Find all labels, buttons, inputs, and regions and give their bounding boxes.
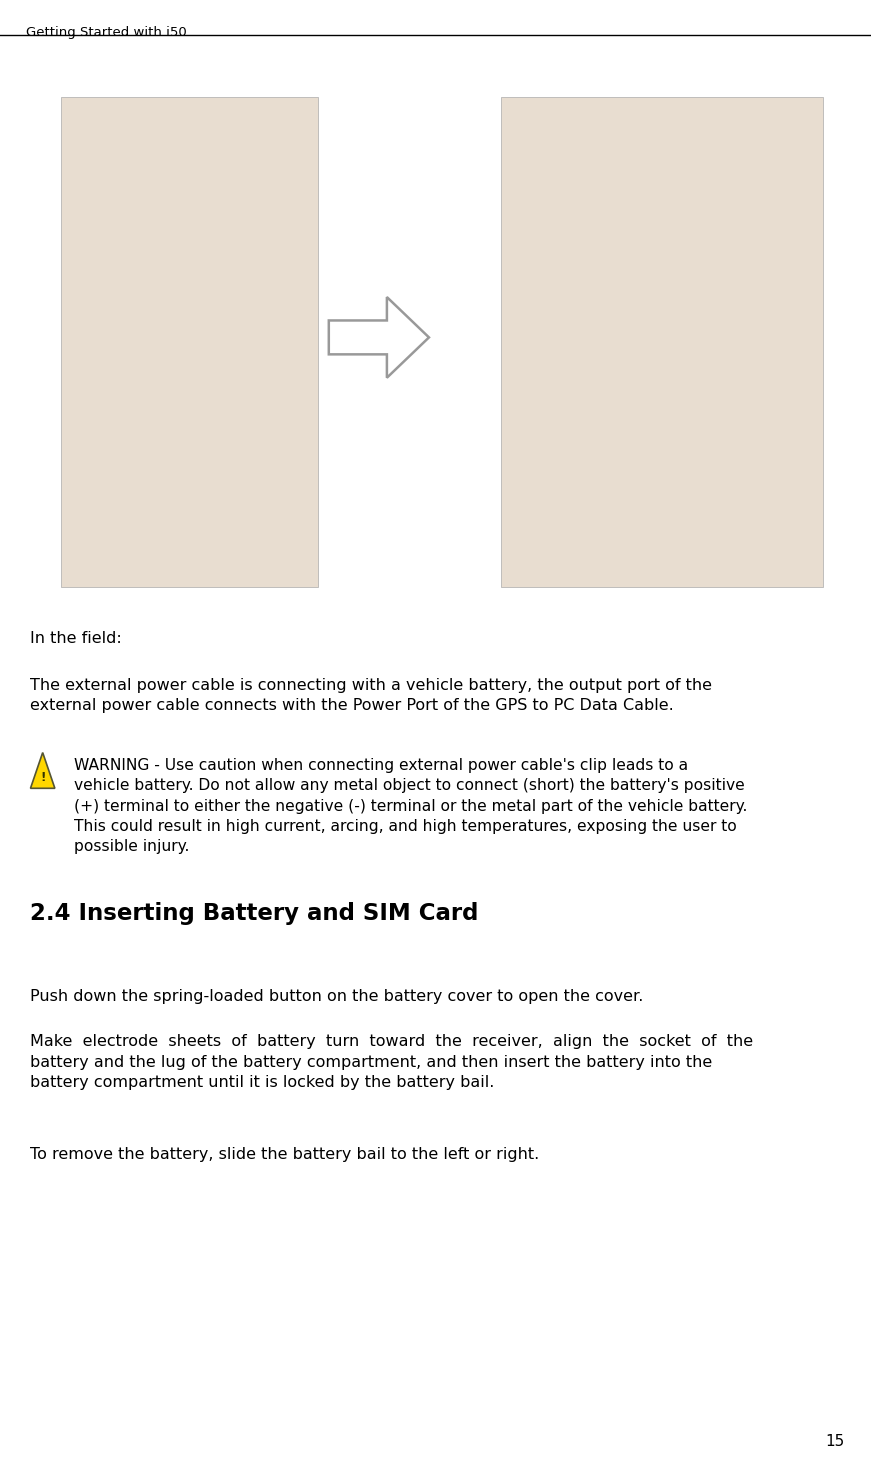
Text: !: ! — [40, 770, 45, 783]
Bar — [61, 97, 318, 587]
Text: Make  electrode  sheets  of  battery  turn  toward  the  receiver,  align  the  : Make electrode sheets of battery turn to… — [30, 1034, 753, 1090]
Text: In the field:: In the field: — [30, 631, 122, 645]
Text: 15: 15 — [826, 1435, 845, 1449]
Text: Getting Started with i50: Getting Started with i50 — [26, 26, 187, 40]
Text: Push down the spring-loaded button on the battery cover to open the cover.: Push down the spring-loaded button on th… — [30, 989, 644, 1003]
Text: 2.4 Inserting Battery and SIM Card: 2.4 Inserting Battery and SIM Card — [30, 902, 479, 926]
Text: To remove the battery, slide the battery bail to the left or right.: To remove the battery, slide the battery… — [30, 1147, 540, 1162]
Bar — [501, 97, 823, 587]
Polygon shape — [30, 753, 55, 788]
Polygon shape — [329, 296, 429, 377]
Text: WARNING - Use caution when connecting external power cable's clip leads to a
veh: WARNING - Use caution when connecting ex… — [74, 758, 747, 854]
Text: The external power cable is connecting with a vehicle battery, the output port o: The external power cable is connecting w… — [30, 678, 712, 713]
